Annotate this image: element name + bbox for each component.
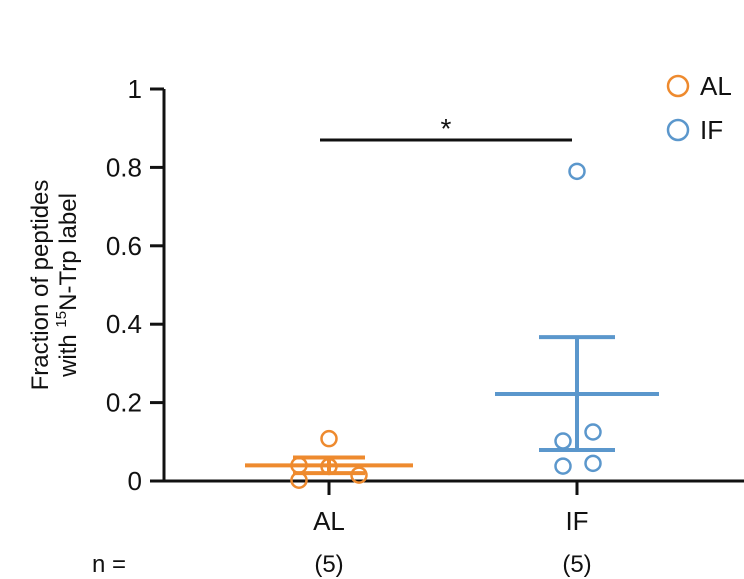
legend-label-if: IF (700, 115, 723, 145)
legend-label-al: AL (700, 71, 732, 101)
y-axis-label-suffix: N-Trp label (55, 193, 82, 311)
data-point (320, 457, 338, 476)
n-value-al: (5) (314, 551, 343, 578)
y-tick-label: 1 (128, 74, 142, 104)
data-point (568, 162, 586, 181)
significance-annotation: * (320, 113, 572, 144)
y-axis: 0 0.2 0.4 0.6 0.8 1 (106, 74, 166, 496)
data-point (290, 471, 308, 489)
y-axis-label-prefix: with (55, 328, 82, 378)
data-point (320, 429, 338, 448)
n-label: n = (92, 551, 126, 578)
y-axis-label-superscript: 15 (53, 311, 70, 328)
y-tick-label: 0 (128, 466, 142, 496)
x-tick-label: IF (565, 506, 588, 536)
y-tick-label: 0.4 (106, 309, 142, 339)
n-value-if: (5) (562, 551, 591, 578)
y-tick-label: 0.2 (106, 388, 142, 418)
y-tick-label: 0.8 (106, 152, 142, 182)
y-axis-label-line1: Fraction of peptides (27, 180, 54, 391)
data-marks (245, 162, 659, 489)
legend-marker-al (666, 74, 690, 98)
y-axis-label-line2: with 15N-Trp label (53, 193, 82, 378)
significance-star: * (441, 113, 452, 144)
data-point (554, 432, 572, 450)
y-axis-label: Fraction of peptides with 15N-Trp label (27, 180, 82, 391)
data-point (584, 454, 602, 473)
series-al (245, 429, 413, 489)
legend: AL IF (666, 71, 732, 145)
series-if (495, 162, 659, 475)
legend-marker-if (666, 118, 690, 142)
data-point (350, 466, 368, 484)
x-axis: AL IF (150, 479, 744, 536)
x-tick-label: AL (313, 506, 345, 536)
y-tick-label: 0.6 (106, 231, 142, 261)
data-point (584, 423, 602, 441)
data-point (554, 457, 572, 475)
